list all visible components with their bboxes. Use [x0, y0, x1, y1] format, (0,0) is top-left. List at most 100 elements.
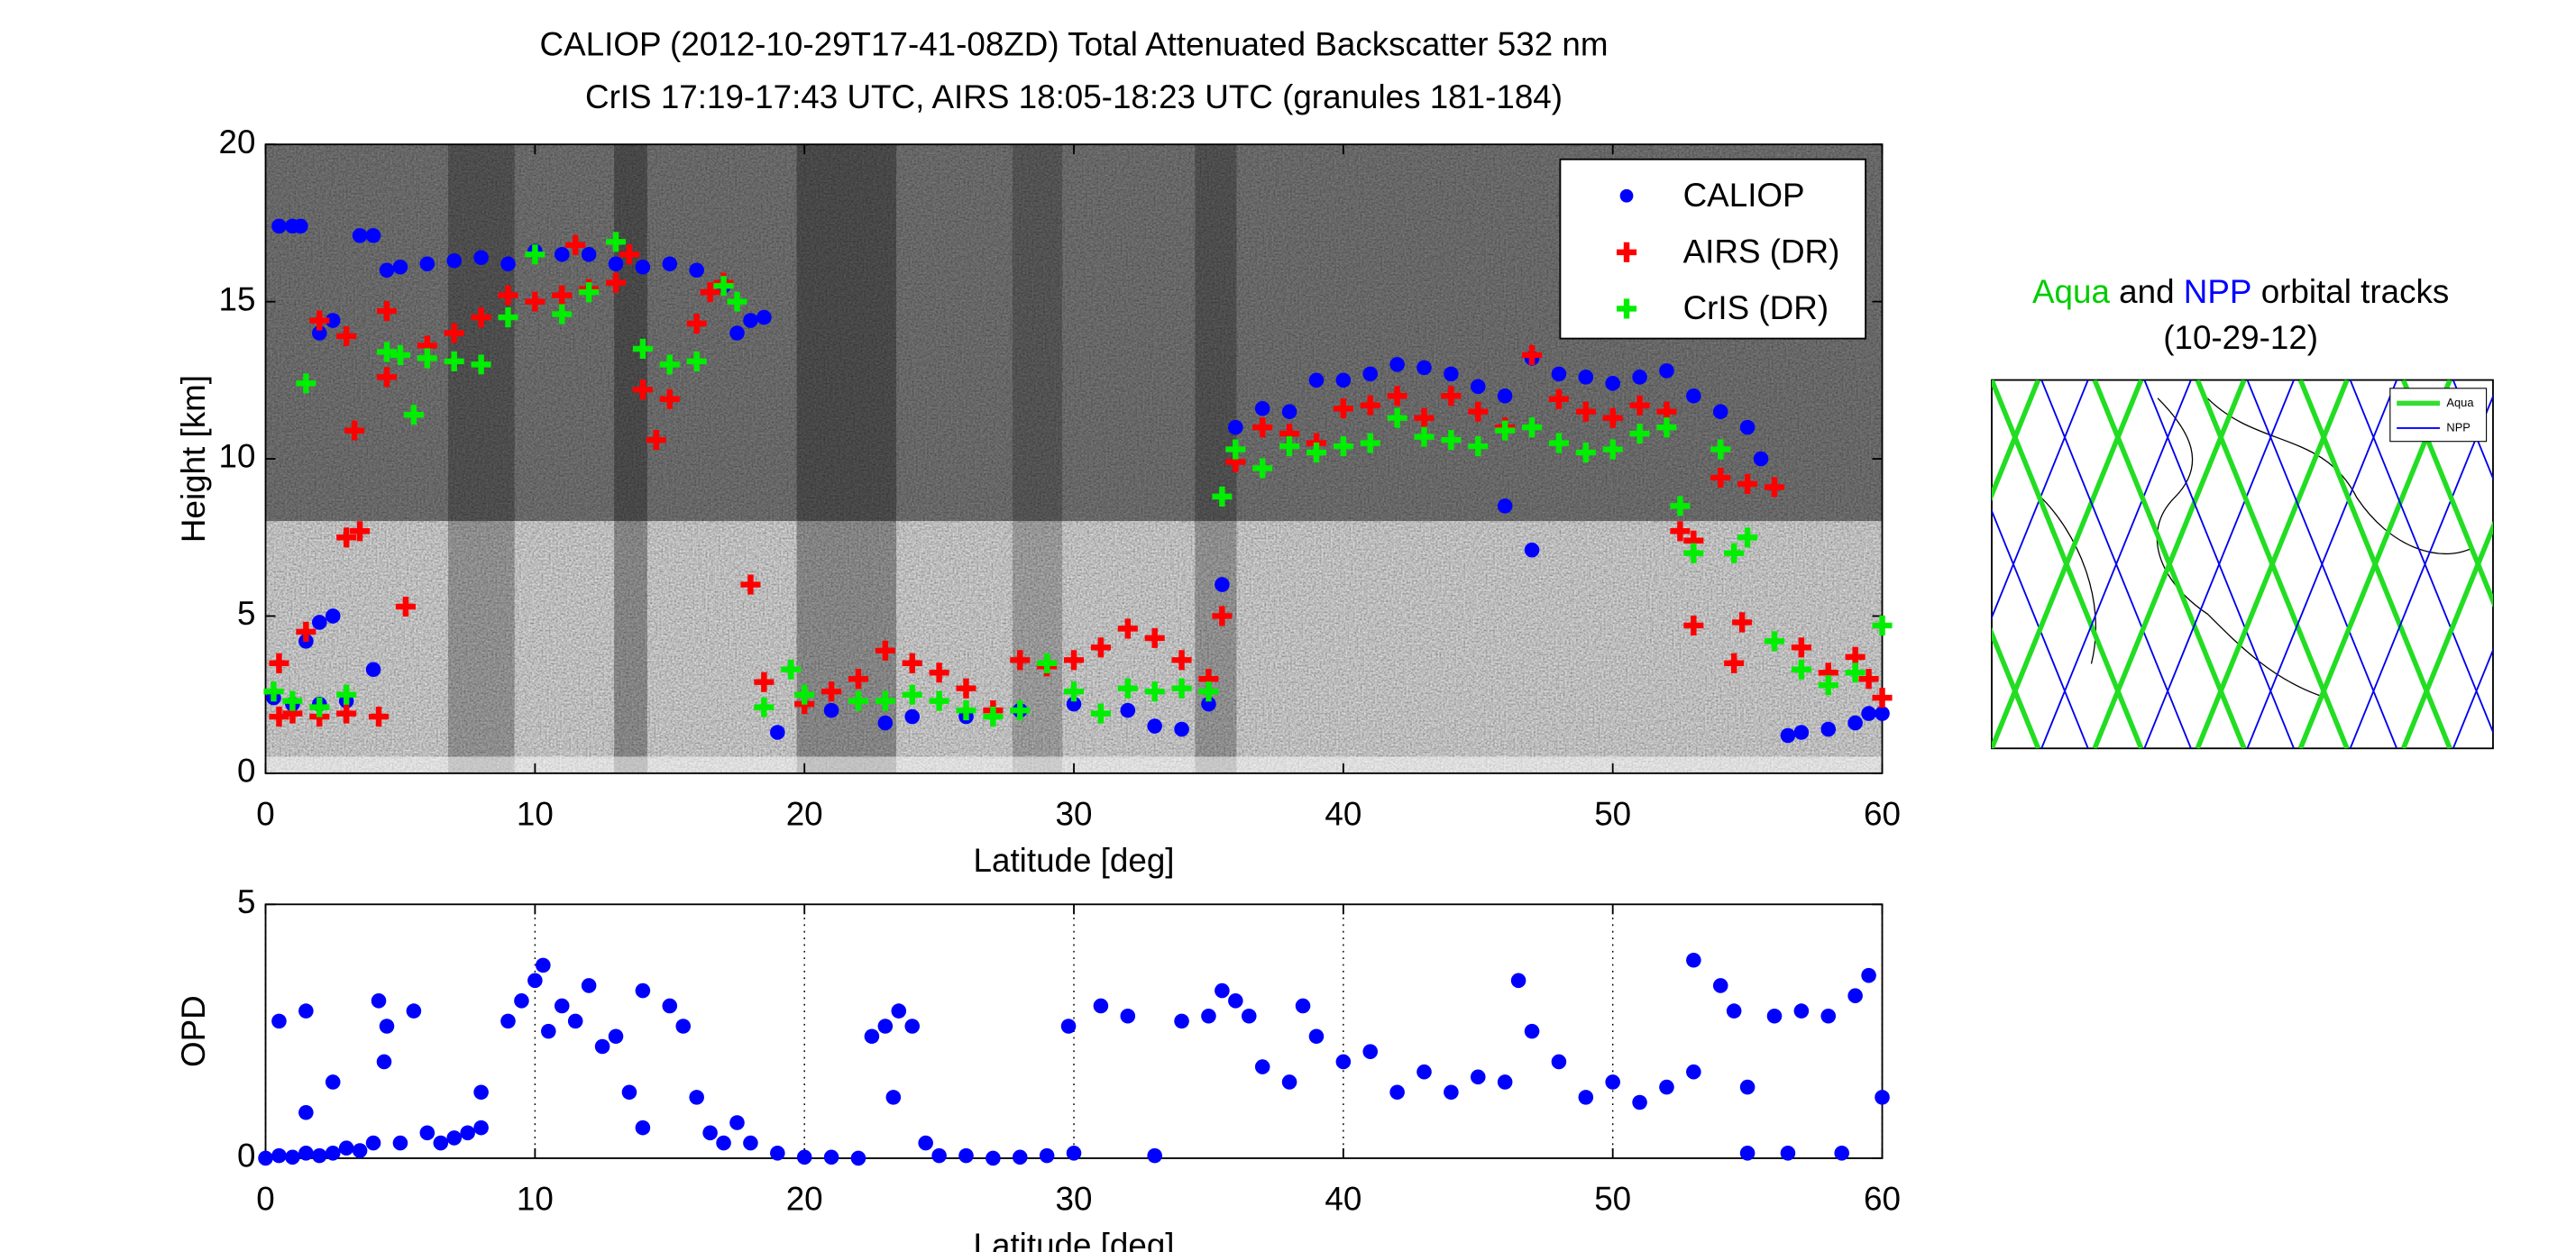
aqua-track [2507, 380, 2576, 749]
point [1215, 577, 1230, 592]
point [1090, 703, 1111, 724]
point [1335, 1054, 1352, 1070]
legend-marker [1619, 188, 1634, 203]
point [1605, 376, 1620, 391]
point [498, 285, 518, 306]
x-tick-label: 20 [786, 795, 823, 832]
point [473, 1084, 489, 1101]
point [1171, 678, 1192, 699]
point [1066, 1146, 1082, 1161]
point [1578, 370, 1594, 385]
point [608, 1028, 624, 1045]
inset-title-word: orbital tracks [2261, 273, 2450, 310]
point [1732, 612, 1753, 633]
point [770, 725, 785, 740]
point [1847, 715, 1863, 731]
point [686, 313, 707, 334]
point [460, 1125, 475, 1141]
point [1793, 1003, 1810, 1019]
point [823, 1149, 839, 1165]
point [1739, 1079, 1756, 1095]
point [635, 1119, 651, 1136]
point [376, 342, 398, 362]
point [417, 348, 437, 369]
point [1468, 401, 1489, 422]
point [1818, 675, 1838, 696]
point [1510, 973, 1526, 989]
point [1387, 386, 1407, 407]
point [1780, 1146, 1796, 1161]
x-tick-label: 50 [1594, 1181, 1631, 1218]
point [1444, 366, 1459, 382]
point [1710, 467, 1731, 489]
point [1254, 1059, 1270, 1074]
point [1875, 1090, 1890, 1105]
point [632, 379, 653, 400]
point [1228, 993, 1243, 1009]
x-tick-label: 30 [1056, 795, 1093, 832]
point [376, 301, 398, 322]
point [904, 1019, 921, 1034]
npp-track [2143, 379, 2295, 749]
point [554, 247, 570, 262]
point [1710, 439, 1731, 460]
point [659, 354, 680, 375]
point [1872, 688, 1893, 708]
point [344, 420, 365, 441]
point [312, 1147, 327, 1164]
npp-track [1992, 379, 2089, 620]
point [1820, 721, 1837, 737]
point [285, 1149, 300, 1165]
point [700, 282, 720, 303]
point [902, 653, 922, 673]
map-tracks [1992, 379, 2576, 749]
point [1764, 477, 1785, 498]
point [1726, 1003, 1742, 1019]
point [702, 1125, 718, 1141]
point [756, 309, 772, 325]
point [929, 690, 949, 711]
point [1147, 718, 1162, 734]
point [446, 252, 463, 269]
point [796, 1149, 812, 1165]
point [406, 1003, 422, 1019]
point [1521, 344, 1543, 365]
point [1780, 727, 1796, 744]
point [298, 1104, 314, 1120]
x-tick-label: 10 [517, 1181, 554, 1218]
x-tick-label: 10 [517, 795, 554, 832]
point [1279, 436, 1300, 457]
inset-title-word: Aqua [2032, 273, 2110, 310]
point [444, 323, 464, 343]
y-tick-label: 0 [237, 1138, 255, 1174]
point [1060, 1019, 1077, 1034]
point [1497, 498, 1513, 514]
point [1791, 659, 1811, 680]
point [1360, 433, 1380, 453]
point [1362, 366, 1379, 382]
point [1117, 678, 1138, 699]
point [662, 998, 678, 1014]
point [1254, 400, 1270, 416]
point [931, 1147, 947, 1164]
point [525, 291, 545, 312]
point [594, 1038, 610, 1055]
inset-title: Aqua and NPP orbital tracks [2032, 273, 2449, 310]
point [376, 367, 398, 388]
point [390, 344, 410, 365]
point [471, 307, 491, 328]
point [1333, 436, 1353, 457]
point [269, 653, 289, 673]
y-tick-label: 15 [219, 280, 256, 317]
point [1441, 430, 1462, 451]
point [1712, 404, 1728, 419]
y-axis-label: OPD [175, 995, 212, 1067]
point [1120, 702, 1136, 718]
legend-label: NPP [2446, 420, 2470, 434]
x-tick-label: 20 [786, 1181, 823, 1218]
point [689, 262, 704, 279]
x-tick-label: 50 [1594, 795, 1631, 832]
point [823, 702, 839, 718]
point [891, 1003, 907, 1019]
